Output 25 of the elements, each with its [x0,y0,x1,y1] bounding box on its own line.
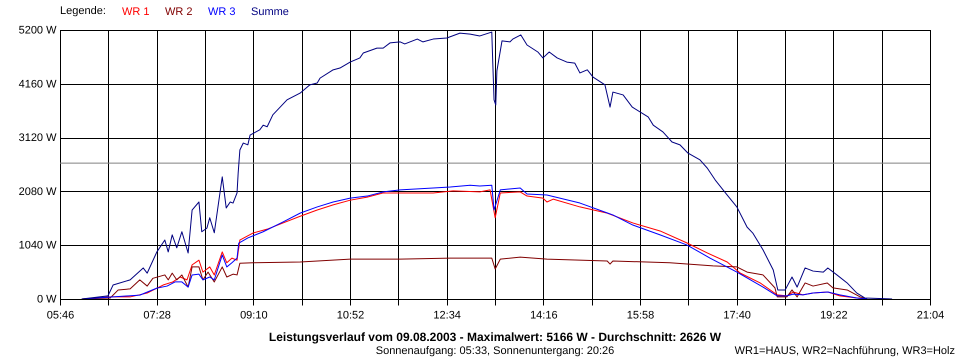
text: WR 2 [165,6,192,18]
y-tick-label: 2080 W [18,186,58,198]
legend-title: Legende: [60,5,106,17]
text: WR 3 [208,6,236,18]
text: WR1=HAUS, WR2=Nachführung, WR3=Holz [734,345,955,357]
text: Sonnenaufgang: 05:33, Sonnenuntergang: 20:26 [376,345,614,357]
x-tick-label: 17:40 [723,310,751,322]
x-tick-label: 21:04 [916,310,944,322]
y-tick-label: 4160 W [18,78,58,90]
x-tick-label: 10:52 [336,310,364,322]
x-tick-label: 07:28 [143,310,171,322]
x-tick-label: 15:58 [626,310,654,322]
y-tick-label: 3120 W [18,132,58,144]
x-tick-label: 09:10 [240,310,268,322]
text: Summe [251,6,289,18]
line-series [81,32,893,299]
text: WR 1 [122,6,150,18]
y-tick-label: 5200 W [18,24,58,36]
y-tick-label: 1040 W [18,240,58,252]
x-tick-label: 14:16 [530,310,558,322]
x-tick-label: 19:22 [820,310,848,322]
y-tick-label: 0 W [36,294,58,306]
x-tick-label: 12:34 [433,310,461,322]
text: Leistungsverlauf vom 09.08.2003 - Maximalwert: 5166 W - Durchschnitt: 2626 W [268,330,722,344]
x-tick-label: 05:46 [46,310,74,322]
